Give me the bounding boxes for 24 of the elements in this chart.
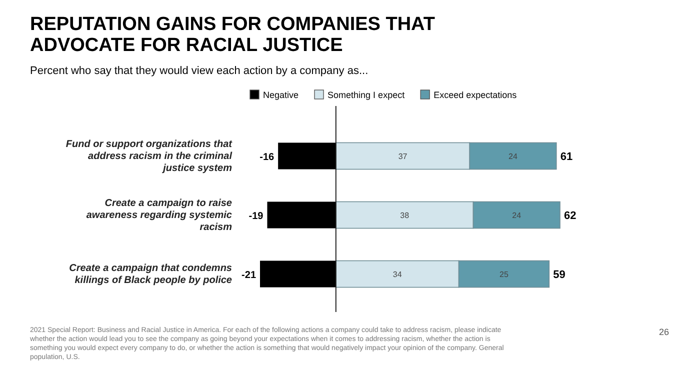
bar xyxy=(260,260,336,288)
legend-label: Negative xyxy=(263,90,299,100)
annotation: 62 xyxy=(564,210,576,222)
bar xyxy=(278,142,336,170)
data-label: 38 xyxy=(400,211,410,220)
data-label: 24 xyxy=(508,152,518,161)
annotation: 61 xyxy=(560,150,573,163)
data-label: 25 xyxy=(500,270,509,280)
text: 26 xyxy=(658,327,669,337)
data-label: -21 xyxy=(242,270,256,282)
data-label: -16 xyxy=(260,152,275,163)
chart-title: REPUTATION GAINS FOR COMPANIES THAT ADVOCATE FOR RACIAL JUSTICE xyxy=(30,14,436,56)
legend-label: Something I expect xyxy=(328,90,406,100)
bar xyxy=(267,202,336,228)
chart-subtitle: Percent who say that they would view each action by a company as... xyxy=(30,65,368,77)
y-tick-label: Fund or support organizations that address racism in the criminal justice system xyxy=(66,138,233,174)
data-label: 37 xyxy=(398,152,408,161)
y-tick-label: Create a campaign that condemns killings of Black people by police xyxy=(69,263,232,286)
data-label: 34 xyxy=(392,270,402,280)
data-label: 24 xyxy=(512,211,522,220)
data-label: -19 xyxy=(248,211,264,222)
legend-label: Exceed expectations xyxy=(434,90,518,100)
y-tick-label: Create a campaign to raise awareness regarding systemic racism xyxy=(86,198,232,233)
annotation: 59 xyxy=(553,269,566,282)
